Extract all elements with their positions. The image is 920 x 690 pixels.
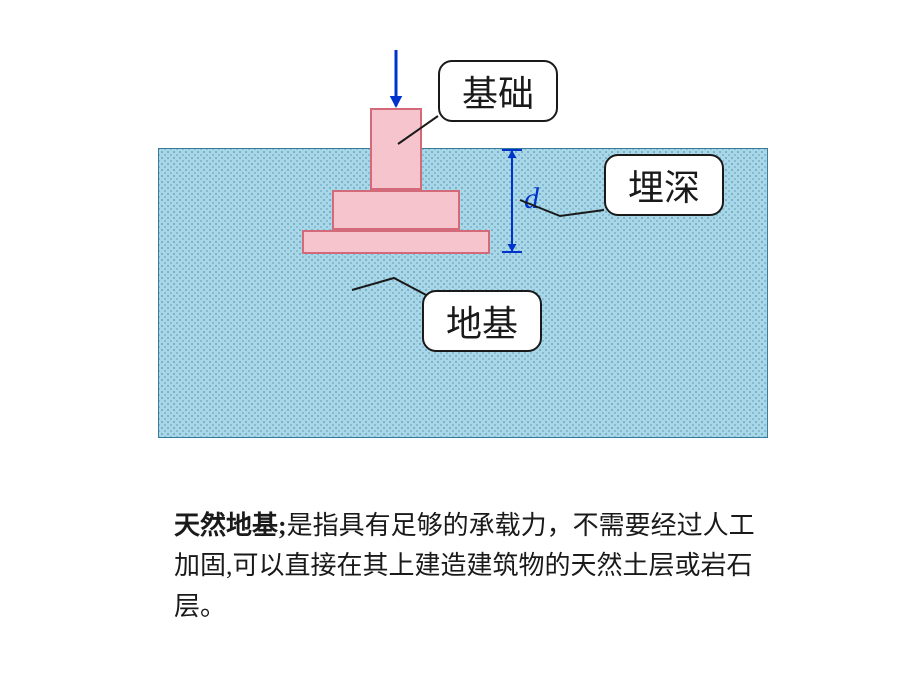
foundation-tier-mid bbox=[332, 190, 460, 230]
depth-callout-label: 埋深 bbox=[628, 159, 700, 211]
ground-leader-icon bbox=[350, 276, 430, 298]
slide-root: d 基础 埋深 地基 天然地基;是指具有足够的承载力，不需要经过人工加固,可以直… bbox=[0, 0, 920, 690]
definition-lead: 天然地基; bbox=[174, 511, 287, 540]
foundation-tier-bottom bbox=[302, 230, 490, 254]
load-arrow-icon bbox=[376, 50, 416, 120]
foundation-callout: 基础 bbox=[438, 60, 558, 122]
definition-text: 天然地基;是指具有足够的承载力，不需要经过人工加固,可以直接在其上建造建筑物的天… bbox=[174, 506, 774, 627]
foundation-leader-icon bbox=[396, 114, 440, 146]
foundation-callout-label: 基础 bbox=[462, 65, 534, 117]
depth-callout: 埋深 bbox=[604, 154, 724, 216]
ground-callout-label: 地基 bbox=[446, 295, 518, 347]
ground-callout: 地基 bbox=[422, 290, 542, 352]
depth-leader-icon bbox=[518, 198, 606, 218]
